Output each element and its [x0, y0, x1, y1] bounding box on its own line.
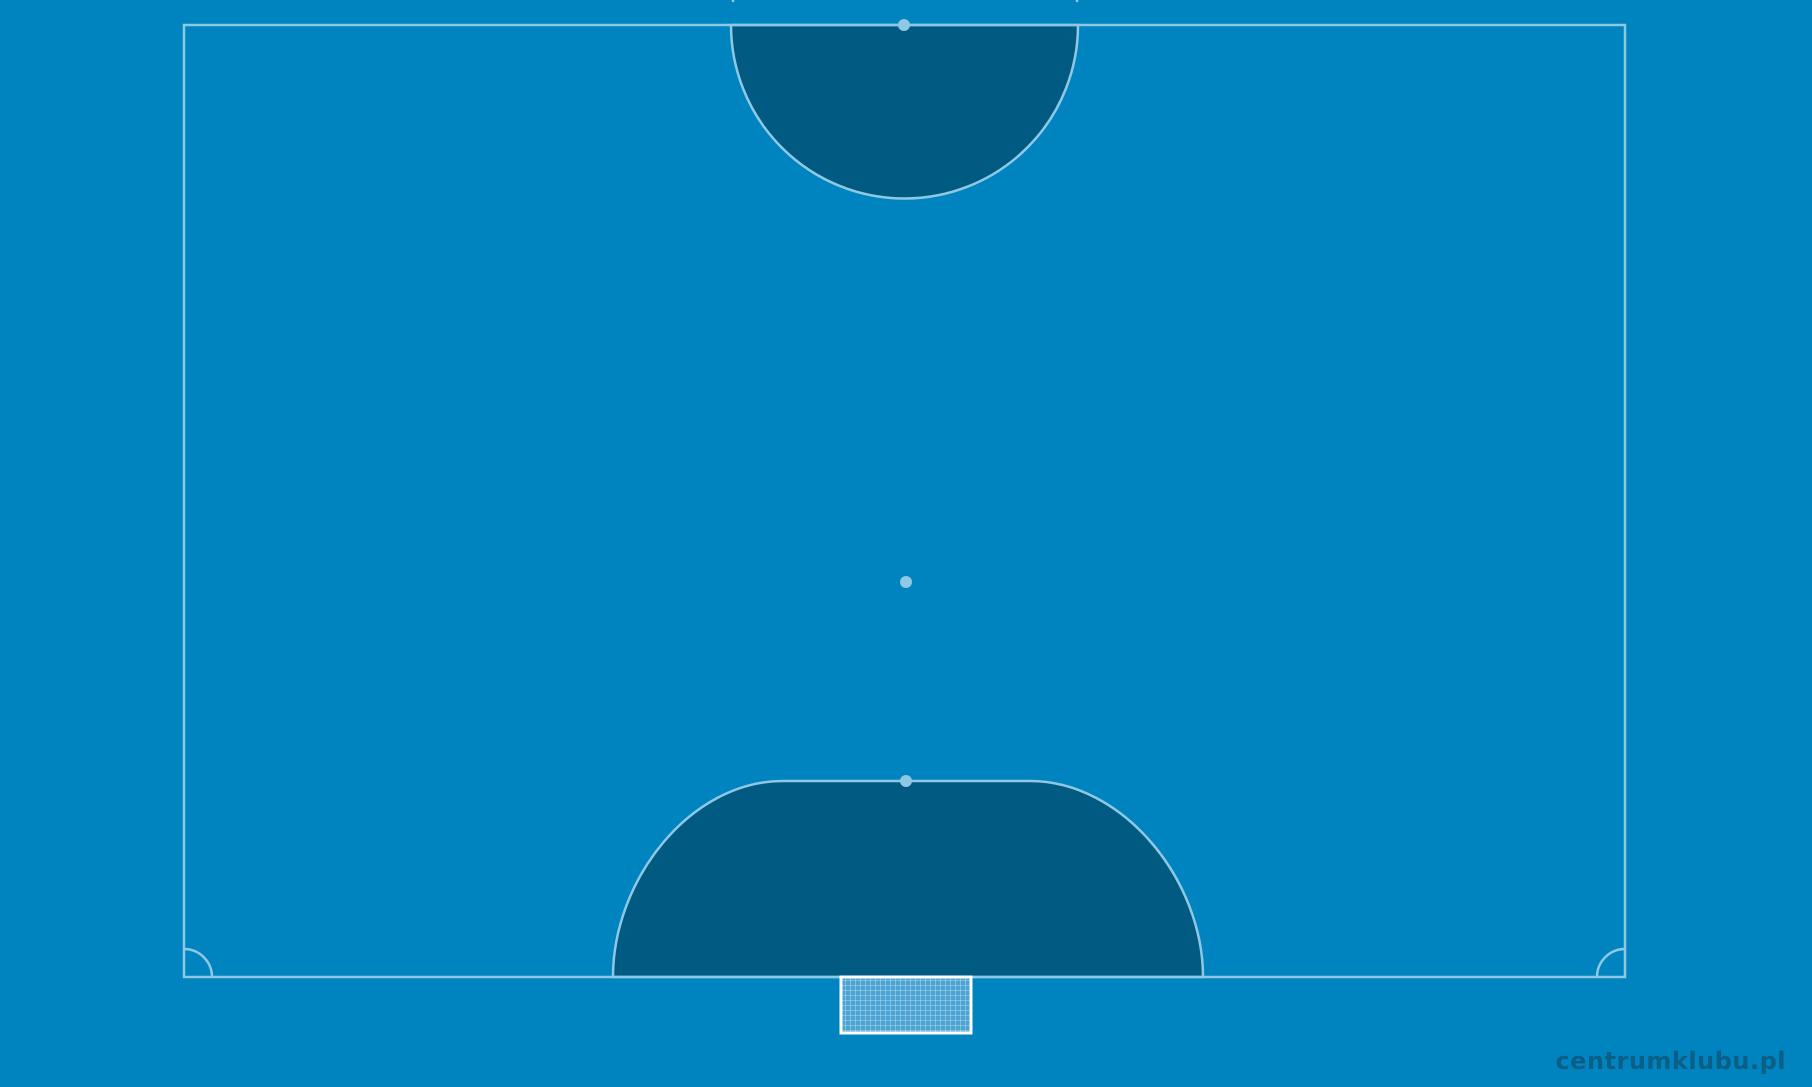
top-penalty-area	[729, 23, 1080, 200]
goal-net	[839, 975, 973, 1035]
watermark-logo: centrumklubu.pl	[1555, 1047, 1786, 1075]
corner-arc-bottom-left	[183, 947, 214, 978]
second-penalty-spot	[900, 576, 912, 588]
top-line-spot	[898, 19, 910, 31]
corner-arc-bottom-right	[1595, 947, 1626, 978]
penalty-spot	[900, 775, 912, 787]
bottom-penalty-area	[611, 779, 1205, 979]
